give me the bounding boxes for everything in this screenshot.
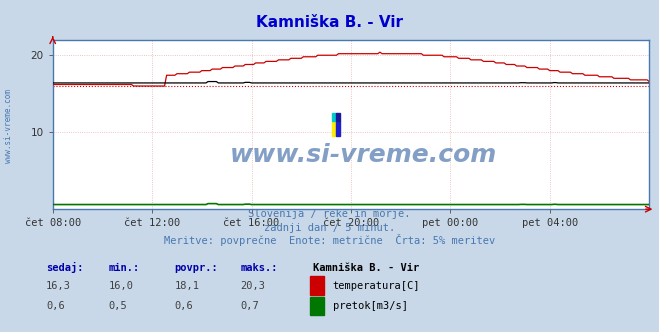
Bar: [332, 113, 336, 121]
Text: 0,6: 0,6: [46, 301, 65, 311]
Text: min.:: min.:: [109, 263, 140, 273]
Text: 20,3: 20,3: [241, 281, 266, 291]
Text: 0,5: 0,5: [109, 301, 127, 311]
Text: Kamniška B. - Vir: Kamniška B. - Vir: [256, 15, 403, 30]
Text: Kamniška B. - Vir: Kamniška B. - Vir: [313, 263, 419, 273]
Text: www.si-vreme.com: www.si-vreme.com: [4, 89, 13, 163]
Text: 16,0: 16,0: [109, 281, 134, 291]
Text: maks.:: maks.:: [241, 263, 278, 273]
Text: sedaj:: sedaj:: [46, 262, 84, 273]
Text: www.si-vreme.com: www.si-vreme.com: [230, 143, 497, 167]
Bar: [336, 113, 340, 121]
Text: 16,3: 16,3: [46, 281, 71, 291]
Text: zadnji dan / 5 minut.: zadnji dan / 5 minut.: [264, 223, 395, 233]
Text: Meritve: povprečne  Enote: metrične  Črta: 5% meritev: Meritve: povprečne Enote: metrične Črta:…: [164, 234, 495, 246]
Bar: [336, 121, 340, 136]
Text: Slovenija / reke in morje.: Slovenija / reke in morje.: [248, 209, 411, 219]
Text: temperatura[C]: temperatura[C]: [333, 281, 420, 291]
Text: 18,1: 18,1: [175, 281, 200, 291]
Text: 0,6: 0,6: [175, 301, 193, 311]
Bar: [332, 121, 336, 136]
Text: 0,7: 0,7: [241, 301, 259, 311]
Text: pretok[m3/s]: pretok[m3/s]: [333, 301, 408, 311]
Text: povpr.:: povpr.:: [175, 263, 218, 273]
